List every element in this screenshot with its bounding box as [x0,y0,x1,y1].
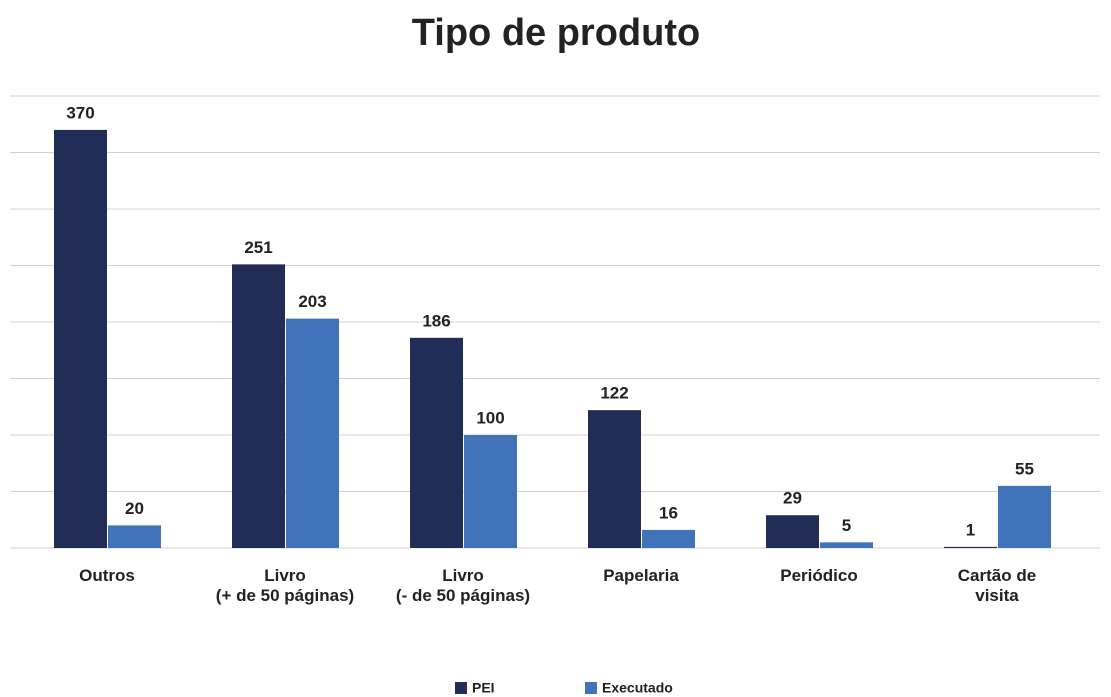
legend-label: PEI [472,680,495,696]
bar [820,542,873,548]
bar [464,435,517,548]
x-tick-label: Livro (- de 50 páginas) [396,566,530,605]
data-label: 55 [1015,459,1034,478]
bar [944,546,997,548]
data-label: 29 [783,489,802,508]
bar [998,485,1051,548]
bar [286,318,339,548]
x-tick-label: Livro (+ de 50 páginas) [216,566,354,605]
data-label: 122 [600,384,628,403]
data-label: 203 [298,292,326,311]
x-tick-label: Periódico [780,566,857,585]
x-tick-label: Outros [79,566,135,585]
data-label: 5 [842,516,851,535]
bar [410,337,463,548]
bar [54,129,107,548]
data-label: 20 [125,499,144,518]
bar [108,525,161,548]
chart-title: Tipo de produto [412,12,700,54]
legend-swatch [455,682,467,694]
data-label: 370 [66,103,94,122]
data-label: 186 [422,311,450,330]
data-label: 1 [966,520,975,539]
legend-label: Executado [602,680,673,696]
data-label: 16 [659,503,678,522]
data-label: 100 [476,408,504,427]
legend-swatch [585,682,597,694]
x-tick-label: Cartão de visita [958,566,1036,605]
bar [588,410,641,548]
data-label: 251 [244,238,272,257]
bar [232,264,285,548]
bar [766,515,819,548]
bar [642,529,695,548]
x-tick-label: Papelaria [603,566,679,585]
